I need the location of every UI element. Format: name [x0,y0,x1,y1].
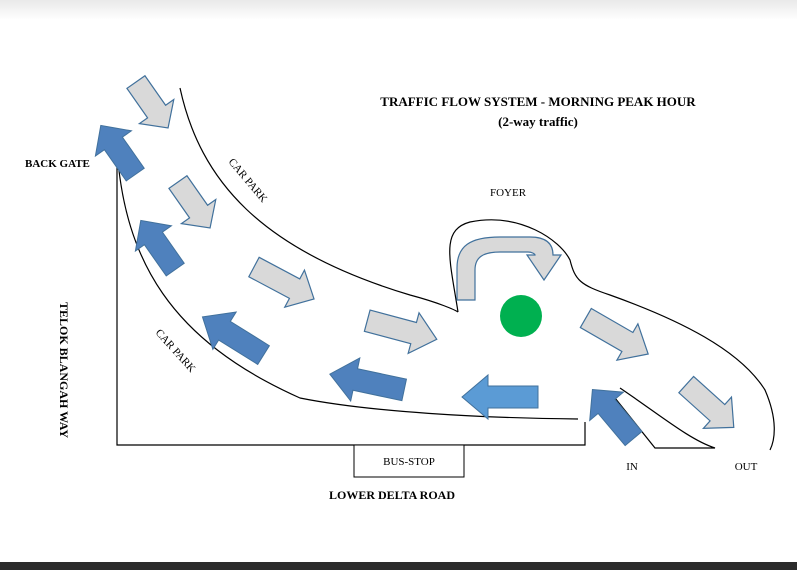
top-bar [0,0,797,20]
inbound-arrow-2 [168,174,217,229]
foyer-outline [449,219,775,451]
u-turn-arrow [456,236,563,301]
exit-lane-divider [614,387,716,449]
bus-stop-label: BUS-STOP [383,456,435,468]
telok-blangah-way-label: TELOK BLANGAH WAY [57,302,71,438]
inbound-in-arrow [589,388,643,447]
inbound-arrow-6 [678,375,735,429]
outbound-arrow-1 [94,124,145,182]
lower-delta-road-label: LOWER DELTA ROAD [329,488,455,502]
outbound-arrow-3 [201,311,271,366]
out-label: OUT [735,461,758,473]
inbound-arrow-1 [126,74,175,129]
diagram-subtitle: (2-way traffic) [498,114,578,129]
inbound-arrow-5 [579,307,649,362]
road-outer-edge [179,87,459,313]
roundabout-circle [500,295,542,337]
diagram-title: TRAFFIC FLOW SYSTEM - MORNING PEAK HOUR [380,94,696,109]
bus-stop-box [353,444,465,478]
car-park-upper-label: CAR PARK [226,156,270,205]
bottom-bar [0,562,797,570]
in-label: IN [626,461,638,473]
inbound-arrow-4 [363,309,438,355]
outbound-arrow-2 [134,219,185,277]
road-left-boundary [116,150,586,446]
back-gate-label: BACK GATE [25,158,90,170]
car-park-lower-label: CAR PARK [153,327,198,375]
road-inner-edge [116,149,579,420]
foyer-label: FOYER [490,187,527,199]
outbound-arrow-4 [329,357,408,403]
outbound-arrow-5 [461,373,539,421]
inbound-arrow-3 [248,256,315,309]
